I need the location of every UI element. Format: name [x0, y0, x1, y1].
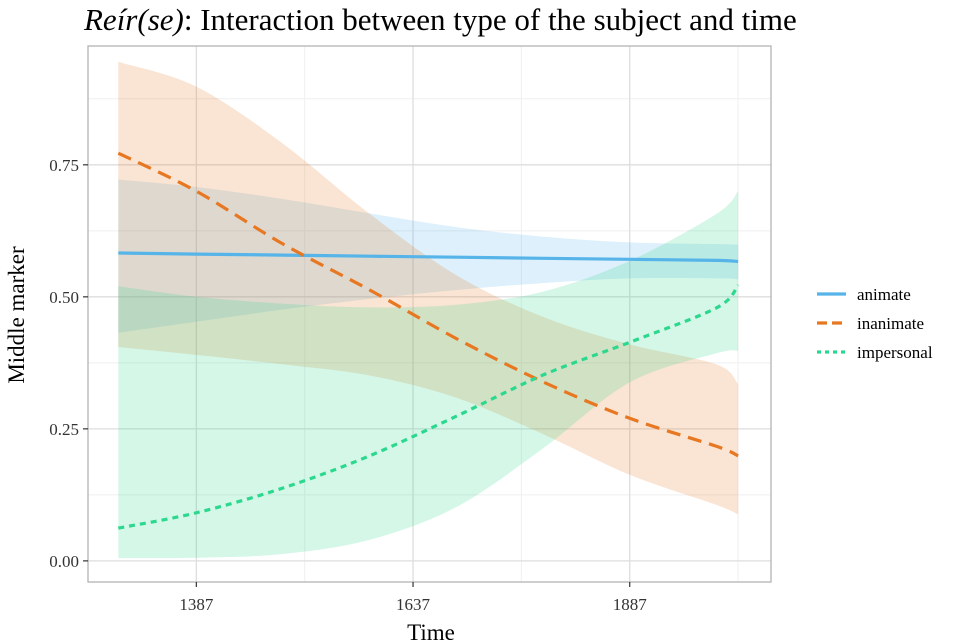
x-axis-ticks: 1387 1637 1887 [179, 582, 647, 614]
chart-title-italic: Reír(se) [84, 2, 184, 37]
confidence-bands [118, 61, 739, 559]
line-animate [118, 251, 739, 264]
x-tick-label-2: 1887 [613, 595, 648, 614]
y-axis-label: Middle marker [4, 246, 29, 384]
series-lines [117, 151, 740, 530]
chart-title-rest: : Interaction between type of the subjec… [183, 2, 797, 37]
y-tick-label-1: 0.25 [49, 420, 79, 439]
line-inanimate [117, 151, 739, 458]
grid [87, 46, 771, 582]
panel-border [87, 45, 772, 583]
chart-title: Reír(se): Interaction between type of th… [84, 2, 797, 38]
legend-label-impersonal: impersonal [857, 343, 933, 362]
x-axis-label: Time [407, 620, 455, 644]
x-tick-label-0: 1387 [179, 595, 214, 614]
y-axis-ticks: 0.00 0.25 0.50 0.75 [49, 156, 88, 571]
band-impersonal [118, 191, 739, 559]
legend-label-animate: animate [857, 285, 911, 304]
y-tick-label-2: 0.50 [49, 288, 79, 307]
y-tick-label-0: 0.00 [49, 552, 79, 571]
x-tick-label-1: 1637 [396, 595, 431, 614]
legend-label-inanimate: inanimate [857, 314, 924, 333]
legend: animate inanimate impersonal [817, 285, 933, 362]
band-inanimate [118, 61, 739, 515]
y-tick-label-3: 0.75 [49, 156, 79, 175]
line-impersonal [117, 284, 740, 530]
